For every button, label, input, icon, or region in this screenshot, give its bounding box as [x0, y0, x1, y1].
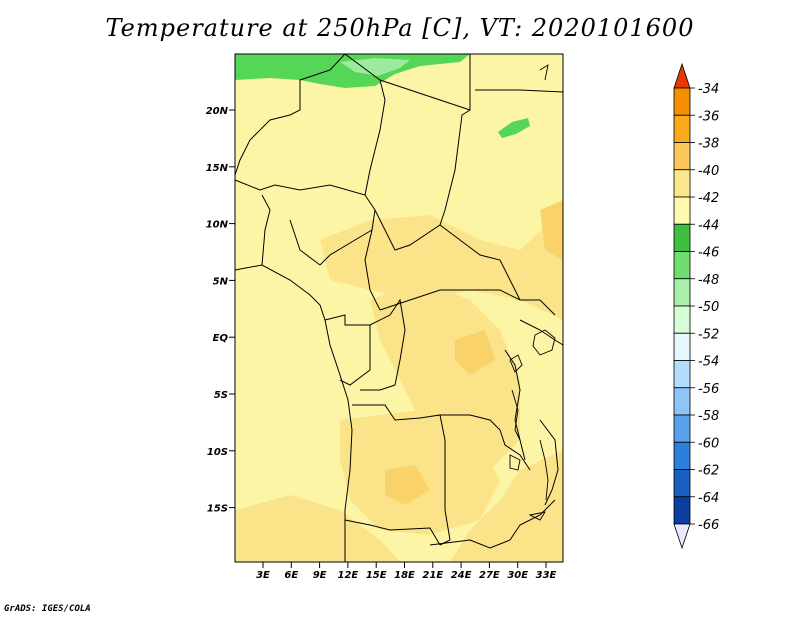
country-borders — [234, 53, 564, 562]
warm-region-central — [370, 280, 520, 470]
colorbar-label: -34 — [698, 82, 719, 97]
colorbar-segment — [673, 360, 691, 389]
lon-tick-label: 21E — [422, 570, 443, 581]
colorbar-segment — [673, 469, 691, 498]
colorbar-label: -38 — [698, 137, 719, 152]
longitude-axis: 3E 6E 9E 12E 15E 18E 21E 24E 27E 30E 33E — [256, 562, 557, 581]
colorbar-top-arrow — [673, 62, 691, 89]
colorbar-segment — [673, 223, 691, 252]
lon-tick-label: 9E — [313, 570, 327, 581]
colorbar-segment — [673, 196, 691, 225]
lon-tick-label: 27E — [479, 570, 500, 581]
colorbar-segment — [673, 169, 691, 198]
lat-tick-label: 15N — [206, 163, 229, 174]
lat-tick-label: 10N — [206, 220, 229, 231]
cold-patch-east — [498, 118, 530, 138]
lon-tick-label: 15E — [366, 570, 387, 581]
colorbar-segment — [673, 414, 691, 443]
lat-tick-label: 20N — [206, 106, 229, 117]
colorbar-label: -42 — [698, 191, 719, 206]
colorbar-segment — [673, 332, 691, 361]
lon-tick-label: 3E — [256, 570, 270, 581]
lon-tick-label: 18E — [394, 570, 415, 581]
colorbar-label: -40 — [698, 164, 719, 179]
colorbar-segment — [673, 87, 691, 116]
warm-region-south — [340, 410, 500, 535]
lat-tick-label: EQ — [213, 333, 229, 344]
colorbar: -34 -36 -38 -40 -42 -44 -46 -48 -50 -52 -54 -56 -58 -… — [673, 62, 719, 550]
colorbar-segment — [673, 278, 691, 307]
cold-band-north — [235, 54, 470, 88]
lakes — [509, 64, 556, 521]
cold-core-north — [340, 58, 410, 76]
colorbar-label: -58 — [698, 409, 719, 424]
colorbar-label: -50 — [698, 300, 719, 315]
colorbar-label: -48 — [698, 273, 719, 288]
colorbar-segment — [673, 142, 691, 171]
colorbar-label: -64 — [698, 491, 719, 506]
lon-tick-label: 33E — [536, 570, 557, 581]
warm-region-southeast — [450, 450, 563, 562]
map-frame — [234, 53, 564, 563]
warm-region-north — [320, 210, 563, 320]
lat-tick-label: 10S — [207, 447, 228, 458]
warmer-patch-1 — [385, 465, 430, 505]
temperature-field — [235, 54, 563, 562]
lat-tick-label: 15S — [207, 504, 228, 515]
warmer-patch-2 — [455, 330, 495, 375]
colorbar-label: -52 — [698, 327, 719, 342]
warmer-patch-3 — [540, 200, 563, 260]
colorbar-segment — [673, 441, 691, 470]
colorbar-segment — [673, 387, 691, 416]
lon-tick-label: 6E — [284, 570, 298, 581]
colorbar-segment — [673, 496, 691, 525]
lat-tick-label: 5N — [213, 276, 229, 287]
colorbar-bottom-arrow — [673, 523, 691, 550]
colorbar-label: -60 — [698, 436, 719, 451]
colorbar-label: -62 — [698, 464, 719, 479]
lon-tick-label: 30E — [507, 570, 528, 581]
lon-tick-label: 24E — [451, 570, 472, 581]
colorbar-segment — [673, 251, 691, 280]
colorbar-label: -46 — [698, 246, 719, 261]
colorbar-label: -36 — [698, 109, 719, 124]
chart-title: Temperature at 250hPa [C], VT: 202010160… — [105, 14, 695, 42]
credit-text: GrADS: IGES/COLA — [4, 604, 91, 614]
lon-tick-label: 12E — [338, 570, 359, 581]
colorbar-segment — [673, 305, 691, 334]
colorbar-label: -66 — [698, 518, 719, 533]
colorbar-segment — [673, 114, 691, 143]
colorbar-label: -54 — [698, 355, 719, 370]
warm-region-southwest — [235, 495, 400, 562]
lat-tick-label: 5S — [214, 390, 228, 401]
colorbar-label: -44 — [698, 218, 719, 233]
latitude-axis: 20N 15N 10N 5N EQ 5S 10S 15S — [206, 106, 235, 515]
colorbar-label: -56 — [698, 382, 719, 397]
